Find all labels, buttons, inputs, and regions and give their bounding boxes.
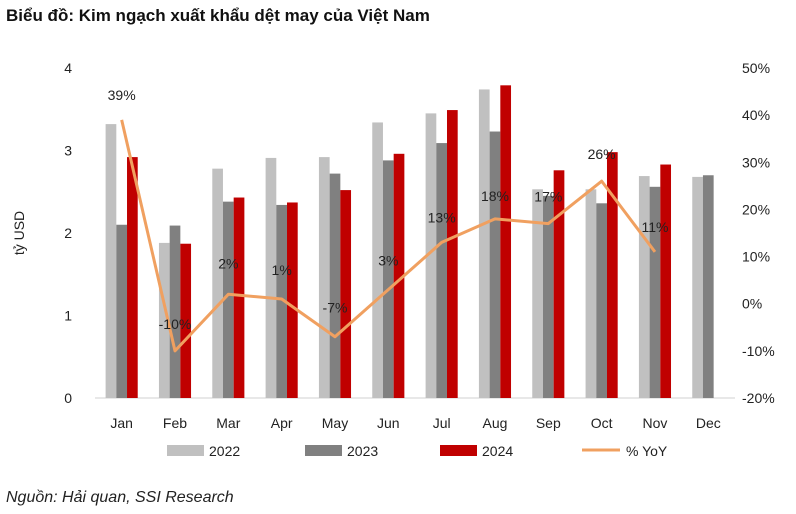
y2-tick-label: -10% [742, 343, 775, 359]
y2-tick-label: 50% [742, 60, 770, 76]
yoy-data-label: -7% [323, 300, 348, 316]
bar-2024-Jul [446, 110, 458, 398]
yoy-data-label: 13% [428, 209, 456, 225]
bar-2024-Sep [553, 170, 565, 398]
bar-2023-Nov [649, 186, 661, 398]
bar-2023-May [329, 173, 341, 398]
x-tick-label: Feb [163, 415, 187, 431]
x-tick-label: Apr [271, 415, 293, 431]
bar-2023-Oct [596, 203, 607, 398]
bar-2022-Sep [532, 189, 543, 398]
y-tick-label: 1 [64, 308, 72, 324]
bar-2023-Sep [542, 195, 554, 398]
legend-swatch-2024 [440, 445, 477, 456]
bar-2022-Aug [478, 89, 490, 398]
bar-2023-Mar [222, 201, 234, 398]
y2-tick-label: 30% [742, 154, 770, 170]
y2-tick-label: 0% [742, 296, 762, 312]
bar-2024-Jun [393, 153, 405, 398]
y-tick-label: 0 [64, 390, 72, 406]
bar-2024-Apr [287, 202, 298, 398]
legend-label: 2022 [209, 443, 240, 459]
x-tick-label: Nov [643, 415, 668, 431]
bar-2023-Jan [116, 224, 128, 398]
bar-2024-Jan [127, 157, 138, 398]
x-tick-label: Mar [216, 415, 240, 431]
bar-2022-Jul [425, 113, 437, 398]
x-tick-label: Jul [433, 415, 451, 431]
bar-2023-Aug [489, 131, 501, 398]
bar-2024-May [340, 190, 352, 398]
bar-2023-Apr [276, 204, 288, 398]
x-tick-label: Aug [483, 415, 508, 431]
bar-2023-Dec [702, 175, 714, 398]
bar-2022-Feb [158, 242, 170, 398]
bar-2023-Jul [436, 143, 447, 398]
x-tick-label: Jan [110, 415, 133, 431]
x-tick-label: Jun [377, 415, 400, 431]
bar-2024-Feb [180, 243, 192, 398]
bar-2024-Nov [660, 164, 672, 398]
x-tick-label: Dec [696, 415, 721, 431]
bar-2022-Jan [105, 124, 117, 398]
yoy-data-label: -10% [159, 316, 192, 332]
y-axis-label: tỷ USD [11, 211, 27, 255]
bar-2022-Nov [638, 176, 650, 398]
yoy-data-label: 2% [218, 255, 238, 271]
bar-2023-Jun [382, 160, 394, 398]
bar-2022-Dec [692, 176, 703, 398]
yoy-line [120, 119, 657, 353]
legend-swatch-2023 [305, 445, 342, 456]
legend-label: 2024 [482, 443, 513, 459]
chart: 0 1 2 3 4 -20% -10% 0% 10% 20% 30% 40% 50% tỷ USD Jan F… [11, 60, 775, 459]
x-tick-label: May [322, 415, 348, 431]
bar-2022-May [318, 157, 330, 398]
legend-swatch-2022 [167, 445, 204, 456]
y2-tick-label: -20% [742, 390, 775, 406]
x-tick-label: Sep [536, 415, 561, 431]
yoy-data-label: 11% [641, 219, 668, 235]
yoy-data-label: 1% [272, 262, 292, 278]
y-tick-label: 2 [64, 225, 72, 241]
bar-2024-Aug [500, 85, 512, 398]
bar-2022-Apr [265, 157, 277, 398]
yoy-data-label: 39% [108, 87, 136, 103]
bar-2024-Mar [233, 197, 245, 398]
yoy-data-label: 3% [378, 253, 398, 269]
bar-2024-Oct [606, 152, 618, 398]
y2-tick-label: 20% [742, 201, 770, 217]
bar-2023-Feb [169, 225, 181, 398]
legend-label: % YoY [626, 443, 668, 459]
source-note: Nguồn: Hải quan, SSI Research [6, 489, 234, 506]
yoy-data-label: 18% [481, 188, 509, 204]
yoy-data-label: 17% [534, 189, 562, 205]
bar-2022-Oct [585, 189, 597, 398]
y-tick-label: 4 [64, 60, 72, 76]
yoy-data-label: 26% [588, 146, 616, 162]
bar-2022-Mar [212, 168, 223, 398]
y-tick-label: 3 [64, 143, 72, 159]
y2-tick-label: 10% [742, 249, 770, 265]
legend-label: 2023 [347, 443, 378, 459]
bar-2022-Jun [372, 122, 383, 398]
x-tick-label: Oct [591, 415, 613, 431]
chart-title: Biểu đồ: Kim ngạch xuất khẩu dệt may của… [6, 6, 430, 25]
y2-tick-label: 40% [742, 107, 770, 123]
